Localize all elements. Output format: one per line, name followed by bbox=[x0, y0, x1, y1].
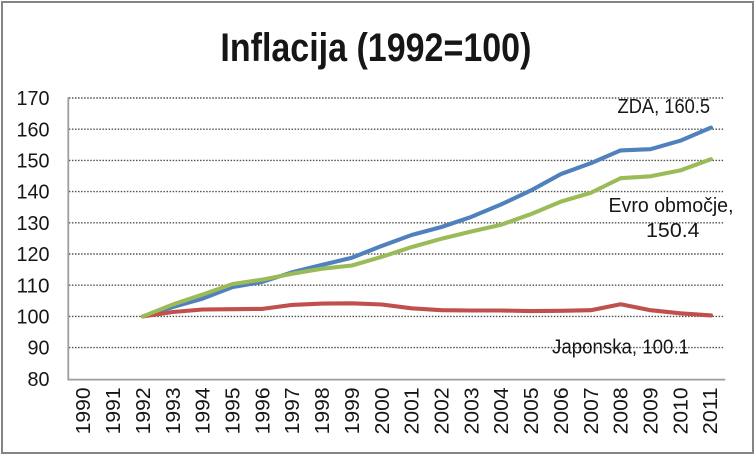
svg-text:1991: 1991 bbox=[102, 387, 125, 434]
svg-text:2005: 2005 bbox=[520, 387, 543, 434]
svg-text:2011: 2011 bbox=[699, 387, 722, 434]
svg-text:Evro območje,: Evro območje, bbox=[609, 194, 734, 217]
svg-text:Japonska, 100.1: Japonska, 100.1 bbox=[552, 336, 689, 359]
svg-text:1993: 1993 bbox=[162, 387, 185, 434]
svg-text:2003: 2003 bbox=[460, 387, 483, 434]
svg-text:110: 110 bbox=[17, 274, 50, 297]
svg-text:130: 130 bbox=[17, 212, 50, 235]
svg-text:2002: 2002 bbox=[431, 387, 454, 434]
svg-text:2009: 2009 bbox=[640, 387, 663, 434]
svg-text:170: 170 bbox=[17, 87, 50, 110]
svg-text:120: 120 bbox=[17, 243, 50, 266]
svg-text:150.4: 150.4 bbox=[646, 219, 700, 242]
svg-text:1992: 1992 bbox=[132, 387, 155, 434]
svg-text:80: 80 bbox=[28, 368, 50, 391]
svg-text:2007: 2007 bbox=[580, 387, 603, 434]
svg-text:2008: 2008 bbox=[610, 387, 633, 434]
svg-text:90: 90 bbox=[28, 337, 50, 360]
svg-text:1999: 1999 bbox=[341, 387, 364, 434]
svg-text:160: 160 bbox=[17, 118, 50, 141]
svg-text:ZDA, 160.5: ZDA, 160.5 bbox=[618, 95, 711, 118]
svg-text:Inflacija (1992=100): Inflacija (1992=100) bbox=[220, 26, 531, 70]
svg-text:1997: 1997 bbox=[281, 387, 304, 434]
svg-text:150: 150 bbox=[17, 150, 50, 173]
svg-text:1995: 1995 bbox=[222, 387, 245, 434]
svg-text:1996: 1996 bbox=[251, 387, 274, 434]
svg-text:1990: 1990 bbox=[72, 387, 95, 434]
svg-text:2010: 2010 bbox=[669, 387, 692, 434]
svg-text:2000: 2000 bbox=[371, 387, 394, 434]
svg-text:2004: 2004 bbox=[490, 387, 513, 434]
svg-text:140: 140 bbox=[17, 181, 50, 204]
svg-text:1998: 1998 bbox=[311, 387, 334, 434]
svg-text:2001: 2001 bbox=[401, 387, 424, 434]
svg-text:100: 100 bbox=[17, 306, 50, 329]
svg-text:1994: 1994 bbox=[192, 387, 215, 434]
svg-text:2006: 2006 bbox=[550, 387, 573, 434]
